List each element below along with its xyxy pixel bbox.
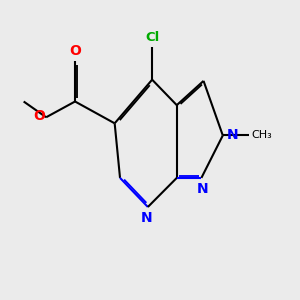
Text: N: N (197, 182, 209, 196)
Text: N: N (226, 128, 238, 142)
Text: Cl: Cl (145, 31, 159, 44)
Text: CH₃: CH₃ (251, 130, 272, 140)
Text: O: O (33, 109, 45, 123)
Text: N: N (141, 212, 152, 225)
Text: O: O (69, 44, 81, 58)
